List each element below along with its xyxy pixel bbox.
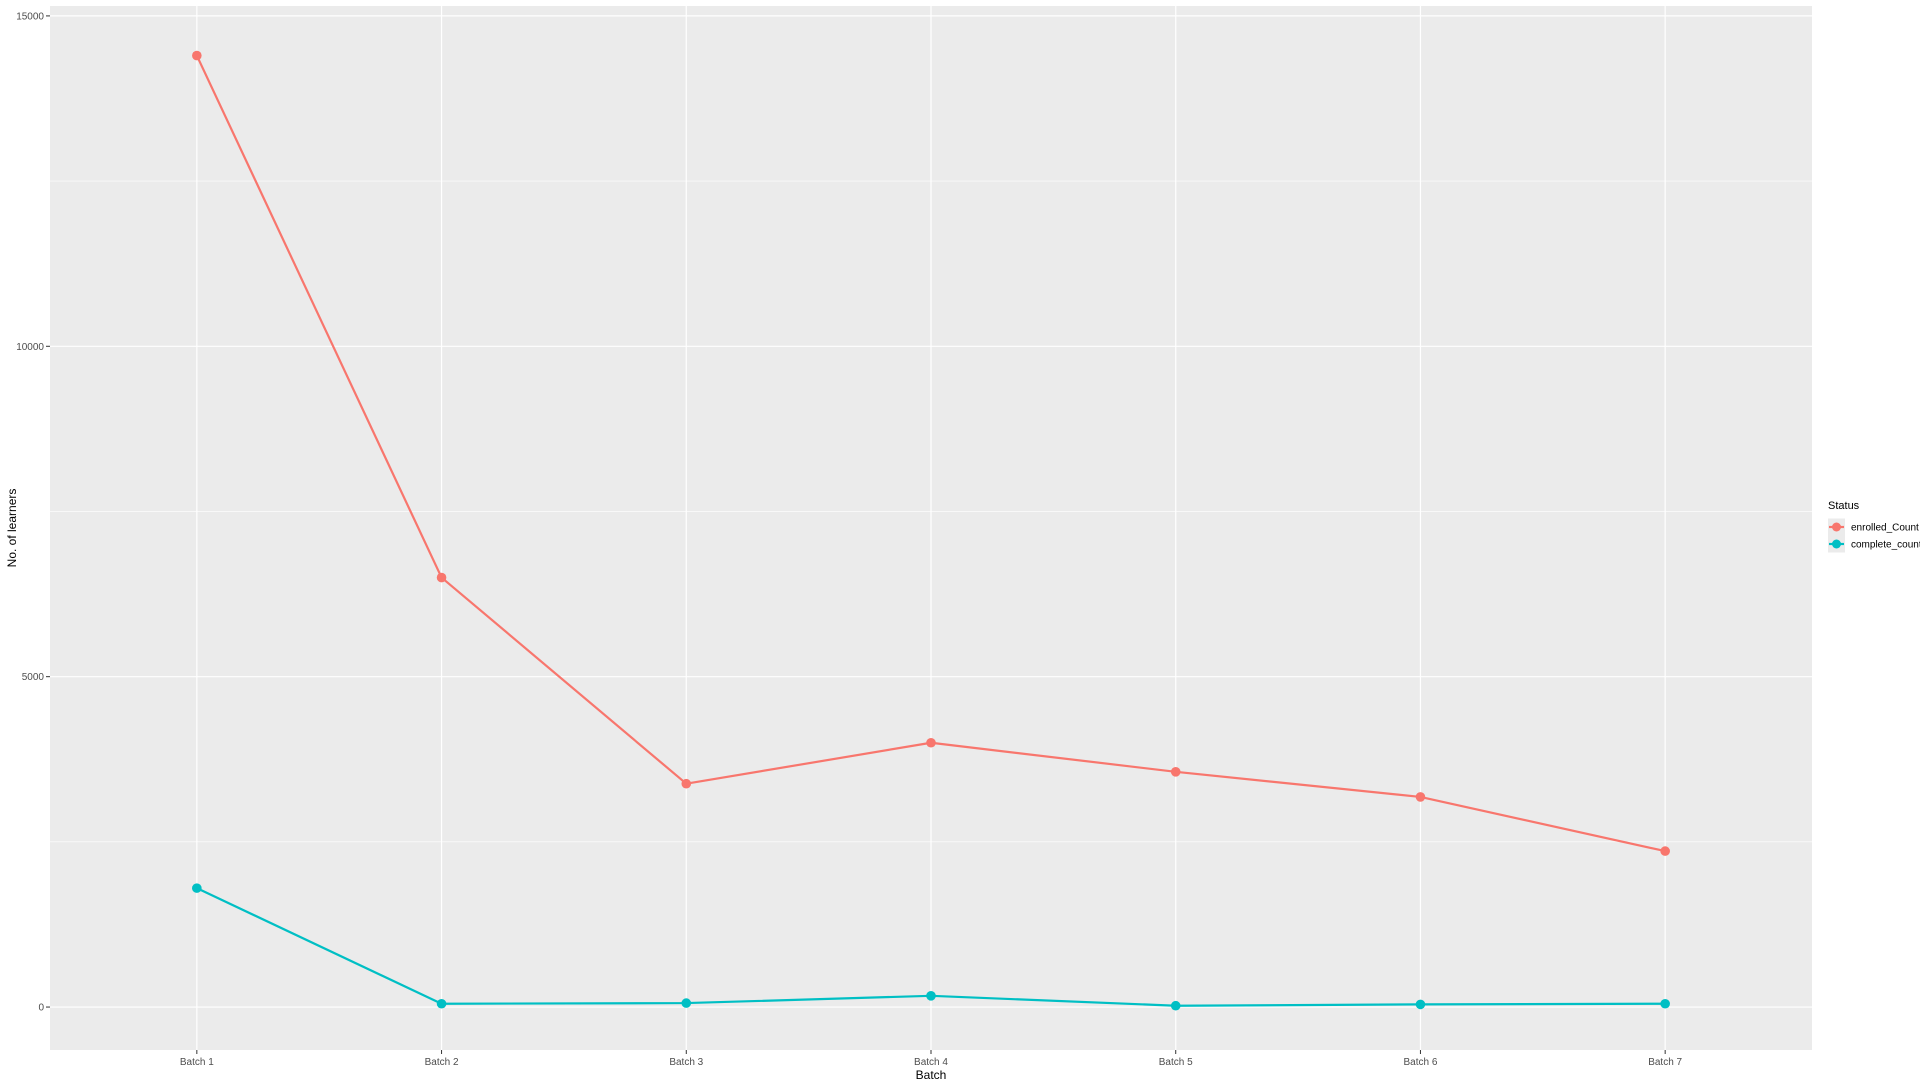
y-axis-title: No. of learners [5,489,19,568]
y-tick-label: 10000 [16,342,44,353]
x-tick-label: Batch 4 [914,1057,948,1068]
x-tick-label: Batch 2 [425,1057,459,1068]
legend-label: enrolled_Count [1851,523,1919,534]
legend-key-point [1832,522,1841,532]
data-point [926,737,936,748]
y-tick-label: 15000 [16,11,44,22]
data-point [436,998,447,1009]
data-point [192,50,202,61]
data-point [192,883,202,893]
x-tick-label: Batch 3 [669,1057,703,1068]
legend-key-point [1832,539,1841,549]
data-point [1170,767,1181,777]
x-axis: Batch 1 Batch 2 Batch 3 Batch 4 Batch 5 Batch… [180,1050,1683,1068]
x-tick-label: Batch 1 [180,1057,214,1068]
x-tick-label: Batch 7 [1648,1057,1682,1068]
x-axis-title: Batch [916,1068,947,1080]
series-points [192,50,1670,1011]
data-point [1415,999,1426,1010]
data-point [681,778,692,789]
y-tick-label: 5000 [22,672,45,683]
legend-item: enrolled_Count [1828,518,1919,536]
y-tick-label: 0 [38,1003,44,1014]
legend: Status enrolled_Count complete_count [1828,500,1920,553]
x-tick-label: Batch 5 [1159,1057,1193,1068]
legend-label: complete_count [1851,540,1920,551]
data-point [1660,846,1670,856]
legend-title: Status [1828,500,1860,512]
data-point [1660,998,1670,1009]
data-point [1170,1000,1181,1011]
y-axis: 0 5000 10000 15000 [16,11,50,1014]
major-gridlines [50,6,1812,1050]
data-point [1415,792,1426,802]
legend-items: enrolled_Count complete_count [1828,518,1920,553]
data-point [926,991,936,1001]
legend-item: complete_count [1828,535,1920,553]
x-tick-label: Batch 6 [1403,1057,1437,1068]
data-point [681,998,692,1008]
data-point [436,572,447,583]
